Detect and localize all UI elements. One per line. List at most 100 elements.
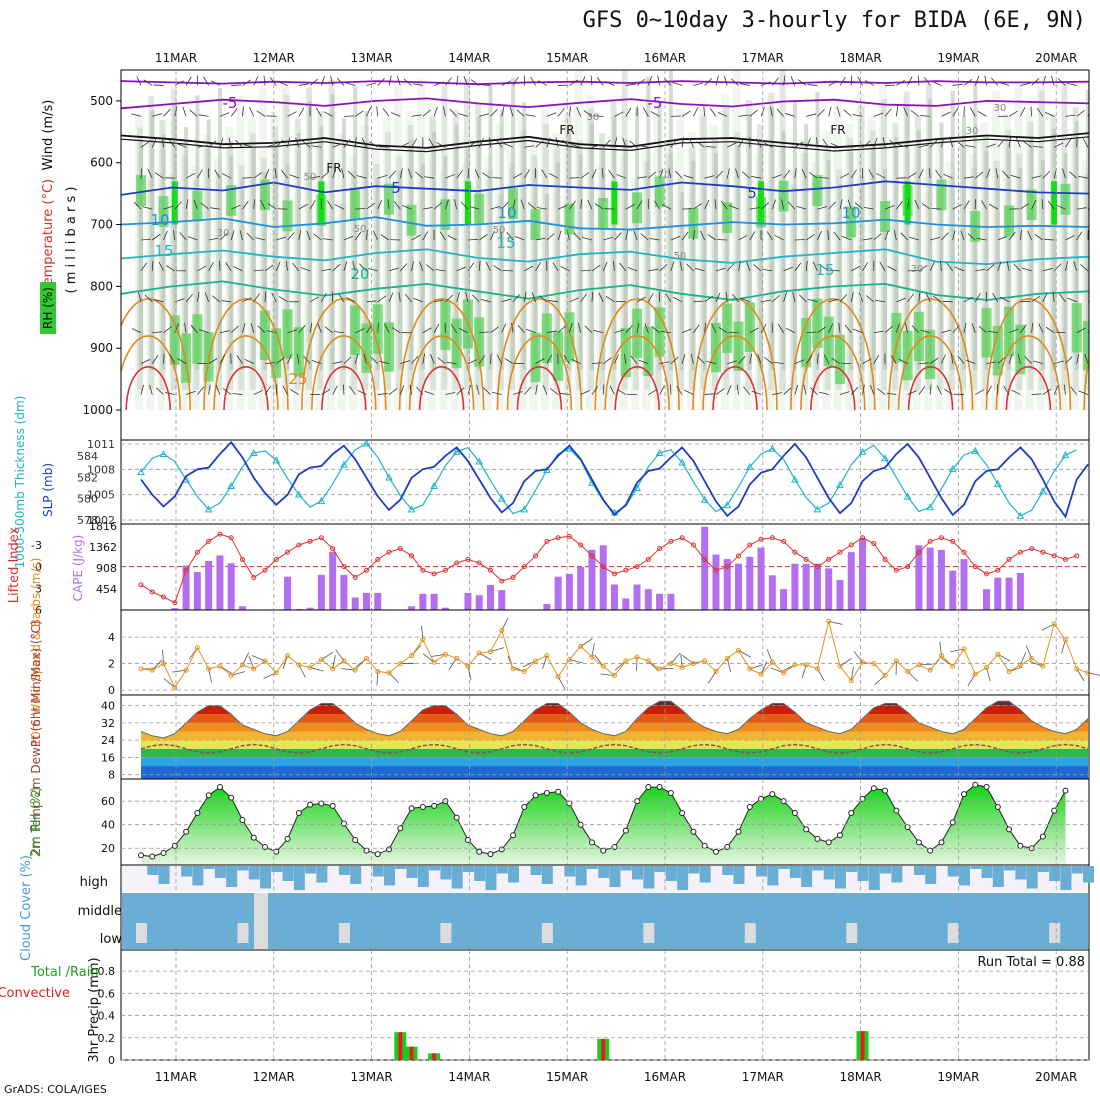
wind-barb <box>727 360 737 365</box>
cloud-high-cell <box>677 866 689 890</box>
wind-barb <box>818 391 829 395</box>
wind-barb <box>377 175 388 179</box>
wind-barb <box>647 292 654 303</box>
wind-barb <box>920 329 931 334</box>
wind-barb <box>546 354 553 364</box>
wind-barb <box>893 230 897 241</box>
wind-barb <box>907 172 917 179</box>
y-tick-label: 800 <box>90 279 113 293</box>
wind-barb <box>591 168 597 179</box>
rh-high-patch <box>834 334 845 385</box>
wind-speed-point <box>521 669 527 674</box>
wind-barb <box>379 360 390 365</box>
wind-barb <box>422 231 429 241</box>
cape-bar <box>599 545 607 610</box>
wind-barb <box>828 80 838 86</box>
panel-frame-wind <box>120 609 1090 696</box>
rh-shading <box>725 177 730 370</box>
wind-barb <box>377 393 388 395</box>
rh-shading <box>353 86 358 370</box>
rh-shading <box>330 94 335 370</box>
wind-barb <box>970 107 976 117</box>
wind-barb <box>931 207 942 210</box>
temp-band <box>141 748 1088 758</box>
wind-barb <box>997 261 1002 272</box>
lifted-index-point <box>736 553 742 559</box>
wind-barb <box>683 175 694 179</box>
wind-barb <box>242 177 253 179</box>
wind-barb <box>889 139 897 148</box>
rh2m-point <box>803 826 810 833</box>
cape-bar <box>171 608 179 610</box>
rh-high-patch <box>891 312 902 363</box>
wind-barb <box>474 168 480 179</box>
wind-barb <box>287 137 291 148</box>
wind-barb <box>189 109 198 117</box>
wind-barb <box>977 111 987 117</box>
wind-barb <box>942 300 953 303</box>
wind-barb <box>478 355 486 364</box>
wind-barb <box>1031 199 1037 210</box>
wind-barb <box>1051 75 1055 86</box>
wind-barb <box>140 262 148 272</box>
wind-barb <box>984 75 987 86</box>
rh-shading <box>849 152 854 370</box>
wind-barb <box>805 355 813 364</box>
wind-barb <box>601 168 604 179</box>
wind-barb <box>470 79 480 86</box>
cloud-high-cell <box>496 866 508 874</box>
wind-barb <box>638 359 649 365</box>
cloud-high-cell <box>158 866 170 884</box>
wind-barb <box>1076 327 1086 334</box>
wind-barb <box>1020 300 1031 303</box>
cloud-low-gap <box>947 923 959 943</box>
rh2m-point <box>611 844 618 851</box>
wind-barb <box>490 108 498 117</box>
wind-barb <box>820 264 829 272</box>
wind-barb <box>681 353 686 364</box>
wind-barb <box>355 328 365 334</box>
isotherm-warm <box>887 297 974 410</box>
wind-barb <box>1017 353 1021 364</box>
wind-barb <box>343 139 351 148</box>
wind-barb <box>467 384 472 395</box>
wind-barb <box>591 144 602 148</box>
cape-tick-label: 908 <box>96 562 117 575</box>
wind-speed-point <box>713 669 719 674</box>
wind-barb <box>794 262 802 272</box>
wind-barb <box>242 106 244 117</box>
date-label-bottom: 19MAR <box>937 1070 979 1084</box>
lifted-index-line <box>140 533 1077 604</box>
wind-barb <box>614 232 622 241</box>
wind-barb <box>557 204 568 210</box>
wind-speed-point <box>409 653 415 659</box>
wind-barb <box>228 137 232 148</box>
lifted-index-point <box>397 546 403 552</box>
wind-barb <box>751 176 762 179</box>
wind-barb <box>197 265 207 272</box>
wind-barb <box>999 81 1010 86</box>
rh2m-point <box>250 834 257 841</box>
wind-barb <box>174 201 182 210</box>
wind-barb <box>246 232 255 241</box>
wind-barb <box>956 140 965 148</box>
wind-barb <box>706 360 717 365</box>
isotherm-label: FR <box>326 161 341 175</box>
dewpoint-line <box>140 743 1089 754</box>
wind-barb <box>1052 291 1055 302</box>
wind-barb <box>287 329 298 334</box>
wind-barb <box>903 107 908 117</box>
wind-barb <box>1065 356 1073 364</box>
thickness-point <box>633 484 641 492</box>
cape-bar <box>182 565 190 610</box>
wind-barb <box>411 261 414 271</box>
wind-barb <box>591 386 599 395</box>
cape-bar <box>317 574 325 610</box>
wind-barb <box>932 81 942 86</box>
slp-tick-label: 1005 <box>87 489 115 502</box>
cape-bar <box>430 593 438 610</box>
temp-tick-label: 32 <box>101 717 115 730</box>
wind-barb <box>512 173 523 179</box>
wind-barb <box>833 231 841 241</box>
wind-barb <box>391 327 401 334</box>
